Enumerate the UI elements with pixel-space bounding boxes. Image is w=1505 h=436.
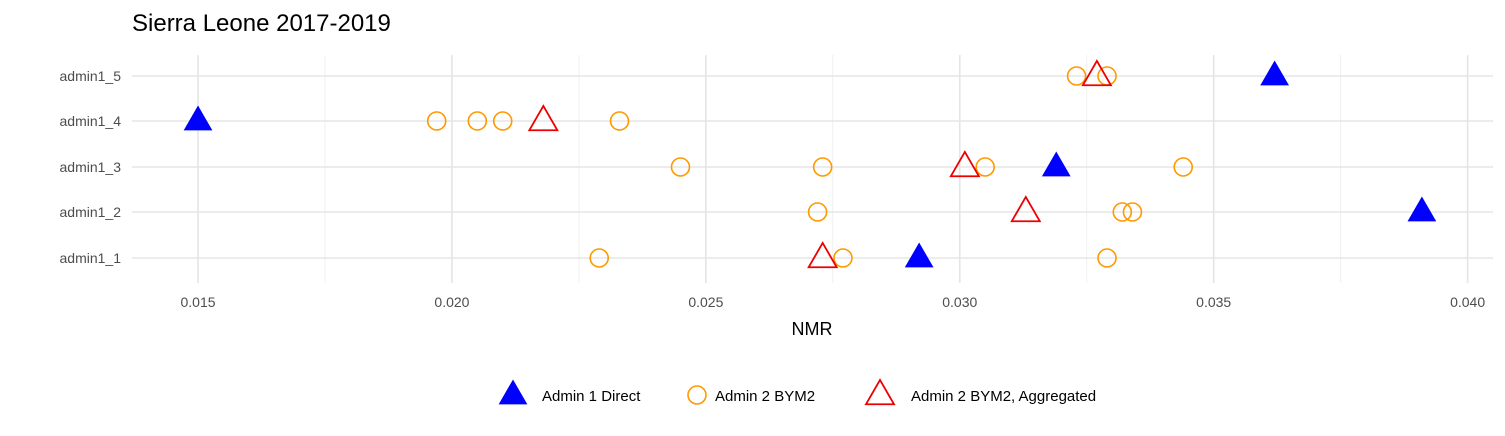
data-point: [949, 150, 981, 178]
y-tick-label: admin1_2: [60, 204, 122, 220]
data-points: [183, 59, 1437, 269]
x-axis-title: NMR: [792, 319, 833, 339]
x-tick-label: 0.040: [1450, 294, 1485, 310]
x-axis-ticks: 0.015 0.020 0.025 0.030 0.035 0.040: [180, 294, 1485, 310]
y-tick-label: admin1_4: [60, 113, 122, 129]
x-tick-label: 0.020: [434, 294, 469, 310]
chart-title: Sierra Leone 2017-2019: [132, 10, 391, 37]
data-point: [807, 241, 839, 269]
data-point: [1066, 66, 1087, 86]
y-tick-label: admin1_3: [60, 159, 122, 175]
data-point: [1260, 60, 1289, 86]
data-point: [1010, 195, 1042, 223]
data-point: [589, 248, 610, 268]
y-tick-label: admin1_1: [60, 250, 122, 266]
x-tick-label: 0.035: [1196, 294, 1231, 310]
data-point: [1407, 196, 1437, 222]
legend-label: Admin 1 Direct: [542, 388, 641, 405]
data-point: [670, 157, 691, 177]
legend-label: Admin 2 BYM2, Aggregated: [911, 388, 1096, 405]
legend-marker: [864, 378, 896, 406]
data-point: [467, 111, 488, 131]
legend-marker: [498, 379, 528, 405]
data-point: [833, 248, 853, 268]
data-point: [1081, 59, 1113, 87]
data-point: [609, 111, 630, 131]
x-tick-label: 0.030: [942, 294, 977, 310]
legend: Admin 1 Direct Admin 2 BYM2 Admin 2 BYM2, …: [498, 378, 1096, 406]
x-tick-label: 0.015: [180, 294, 215, 310]
grid: [132, 55, 1493, 283]
data-point: [426, 111, 447, 131]
y-tick-label: admin1_5: [60, 68, 122, 84]
data-point: [527, 104, 559, 132]
y-axis-ticks: admin1_1 admin1_2 admin1_3 admin1_4 admin1_5: [60, 68, 122, 266]
data-point: [492, 111, 513, 131]
data-point: [1097, 248, 1117, 268]
data-point: [1173, 157, 1194, 177]
data-point: [1041, 151, 1071, 177]
data-point: [183, 105, 213, 131]
data-point: [904, 242, 934, 268]
data-point: [812, 157, 833, 177]
data-point: [1112, 202, 1133, 222]
x-tick-label: 0.025: [688, 294, 723, 310]
data-point: [975, 157, 995, 177]
data-point: [1122, 202, 1143, 222]
legend-marker: [687, 385, 707, 405]
legend-label: Admin 2 BYM2: [715, 388, 815, 405]
data-point: [807, 202, 828, 222]
